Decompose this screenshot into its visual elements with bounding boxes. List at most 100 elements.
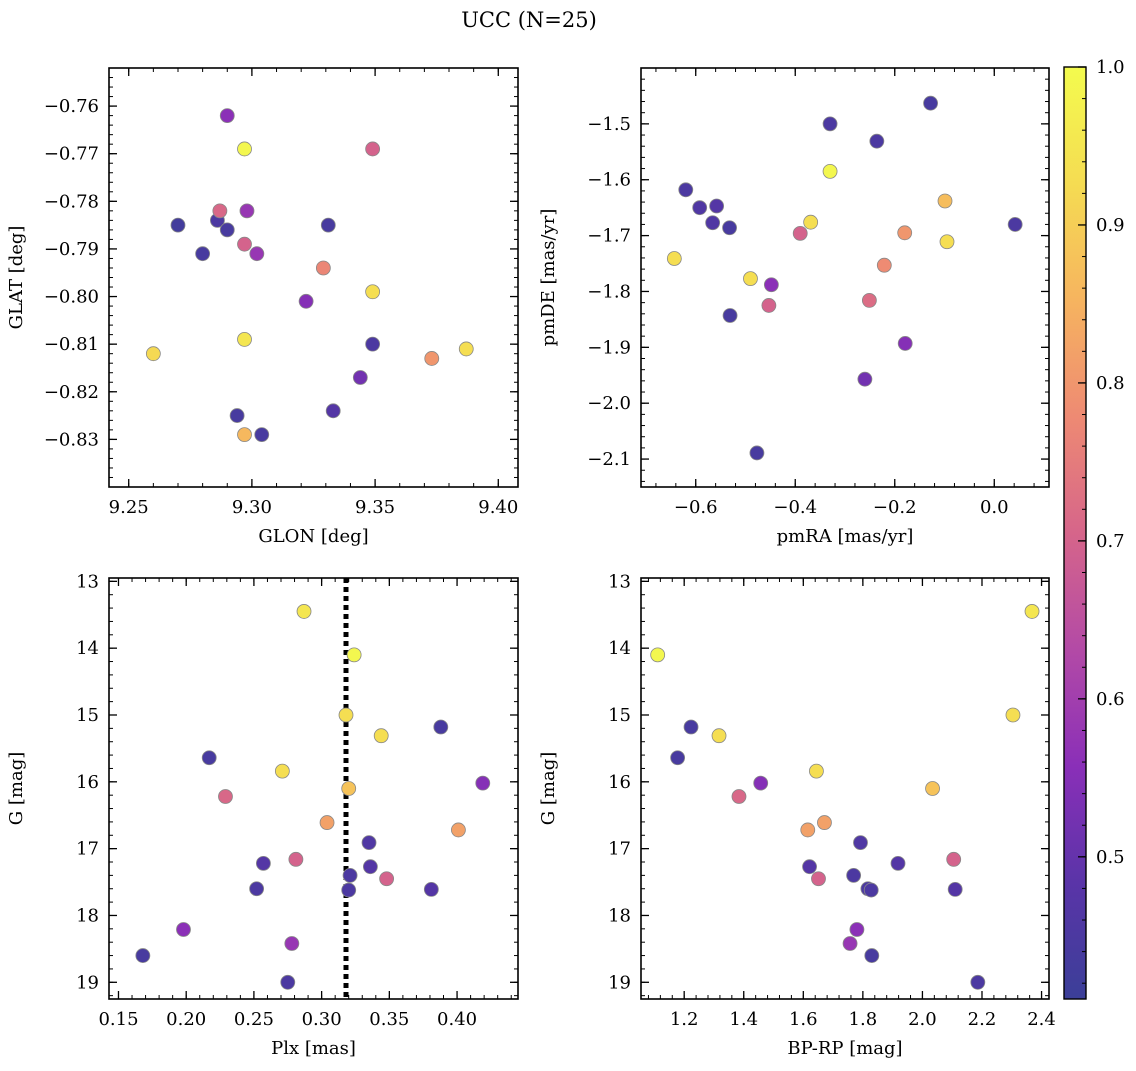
scatter-point: [341, 882, 357, 898]
scatter-point: [338, 707, 354, 723]
scatter-point: [937, 193, 953, 209]
scatter-point: [458, 341, 474, 357]
scatter-point: [864, 948, 880, 963]
y-axis-label: G [mag]: [538, 752, 559, 825]
scatter-point: [863, 882, 879, 898]
x-tick-label: 0.35: [369, 1009, 409, 1030]
y-tick-label: 13: [76, 571, 99, 592]
scatter-point: [731, 789, 747, 804]
scatter-point: [274, 763, 290, 779]
colorbar-tick-label: 0.5: [1096, 847, 1125, 868]
scatter-point: [683, 719, 699, 735]
scatter-point: [288, 851, 304, 867]
y-tick-label: −1.7: [587, 226, 631, 247]
colorbar-tick-label: 0.8: [1096, 373, 1125, 394]
scatter-point: [284, 936, 300, 951]
scatter-point: [749, 445, 765, 461]
scatter-point: [722, 220, 737, 236]
scatter-point: [722, 308, 738, 323]
y-tick-label: −0.82: [44, 382, 99, 403]
y-tick-label: 18: [76, 905, 99, 926]
x-tick-label: 0.0: [980, 497, 1009, 518]
scatter-point: [135, 948, 151, 963]
panel-glon-glat: 9.25 9.30 9.35 9.40 −0.76 −0.77 −0.78 −0.79 −0.8…: [6, 67, 519, 547]
scatter-point: [365, 284, 381, 300]
y-tick-label: −1.5: [587, 114, 631, 135]
scatter-point: [650, 647, 666, 663]
scatter-point: [678, 182, 694, 198]
y-tick-label: 14: [76, 638, 99, 659]
axes-frame: [640, 67, 1050, 488]
scatter-point: [711, 728, 727, 744]
y-tick-label: 14: [608, 638, 631, 659]
x-tick-label: −0.2: [873, 497, 917, 518]
scatter-point: [341, 781, 357, 796]
x-tick-label: −0.6: [674, 497, 718, 518]
panel-plx-g: 0.15 0.20 0.25 0.30 0.35 0.40 13 14 15 16 17 18 19 Pl…: [6, 571, 519, 1059]
scatter-point: [970, 974, 986, 990]
colorbar-tick-label: 0.9: [1096, 215, 1125, 236]
scatter-point: [342, 867, 358, 883]
scatter-point: [239, 203, 255, 219]
y-tick-label: −2.0: [587, 393, 631, 414]
scatter-point: [925, 781, 940, 796]
scatter-point: [296, 604, 312, 619]
scatter-point: [705, 215, 721, 231]
scatter-point: [280, 974, 296, 990]
axes-frame: [108, 577, 519, 1000]
x-tick-label: −0.4: [773, 497, 817, 518]
scatter-point: [195, 246, 211, 262]
scatter-point: [753, 775, 769, 791]
x-tick-label: 1.6: [789, 1009, 818, 1030]
y-tick-label: 19: [76, 972, 99, 993]
scatter-point: [946, 851, 962, 867]
colorbar-tick-label: 0.6: [1096, 689, 1125, 710]
scatter-point: [365, 336, 381, 352]
scatter-point: [809, 763, 824, 779]
scatter-point: [249, 246, 265, 262]
panels: 9.25 9.30 9.35 9.40 −0.76 −0.77 −0.78 −0.79 −0.8…: [6, 67, 1056, 1059]
x-tick-label: 9.25: [109, 497, 149, 518]
y-axis-label: G [mag]: [6, 752, 27, 825]
scatter-point: [792, 225, 808, 241]
scatter-point: [692, 200, 708, 216]
scatter-point: [298, 293, 314, 309]
scatter-point: [1007, 217, 1023, 232]
x-axis-label: Plx [mas]: [271, 1038, 356, 1059]
scatter-point: [849, 922, 865, 937]
scatter-point: [145, 346, 161, 362]
scatter-point: [319, 815, 335, 830]
scatter-point: [365, 141, 381, 157]
panel-pmra-pmde: −0.6 −0.4 −0.2 0.0 −1.5 −1.6 −1.7 −1.8 −1.9 −2.0 −…: [538, 67, 1050, 547]
scatter-point: [923, 95, 938, 111]
x-axis-label: GLON [deg]: [258, 526, 368, 547]
scatter-point: [842, 936, 858, 951]
scatter-point: [876, 257, 892, 273]
x-tick-label: 9.40: [478, 497, 518, 518]
scatter-point: [212, 203, 228, 219]
scatter-point: [352, 370, 368, 385]
x-tick-label: 0.40: [437, 1009, 477, 1030]
scatter-point: [670, 750, 686, 766]
scatter-point: [219, 222, 235, 238]
scatter-point: [869, 133, 885, 149]
scatter-point: [890, 855, 906, 871]
scatter-point: [362, 859, 378, 875]
scatter-point: [451, 822, 466, 838]
scatter-point: [743, 271, 758, 287]
x-tick-label: 2.2: [968, 1009, 997, 1030]
y-tick-label: 19: [608, 972, 631, 993]
y-tick-label: 18: [608, 905, 631, 926]
scatter-point: [237, 141, 252, 157]
scatter-point: [379, 871, 395, 887]
y-tick-label: −1.6: [587, 170, 631, 191]
scatter-point: [811, 871, 826, 887]
panel-bprp-g: 1.2 1.4 1.6 1.8 2.0 2.2 2.4 13 14 15 16 17 18 19 BP-RP…: [538, 571, 1056, 1059]
y-tick-label: −1.8: [587, 281, 631, 302]
axes-frame: [108, 67, 519, 488]
scatter-point: [255, 855, 271, 871]
scatter-point: [433, 719, 449, 735]
scatter-point: [1024, 604, 1040, 619]
scatter-point: [249, 881, 265, 897]
x-tick-label: 9.35: [355, 497, 395, 518]
